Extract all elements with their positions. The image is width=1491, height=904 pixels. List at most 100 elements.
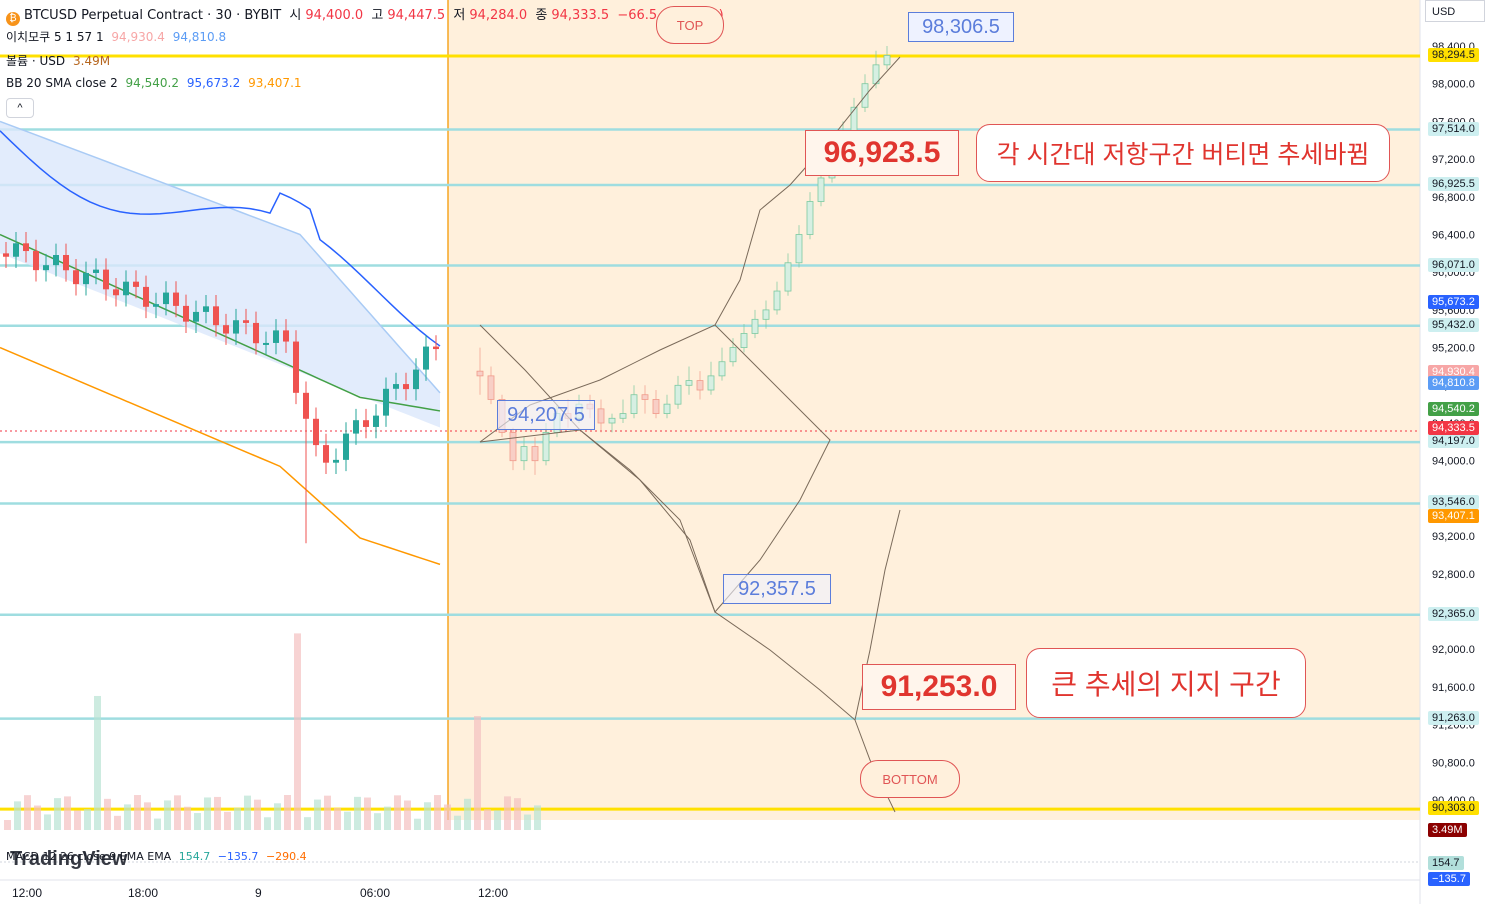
volume-bar xyxy=(174,795,181,830)
top-callout[interactable]: TOP xyxy=(656,6,724,44)
volume-bar xyxy=(104,798,111,830)
price-level-label: 96,925.5 xyxy=(1428,176,1479,191)
history-candle-body xyxy=(333,459,339,463)
bottom-callout[interactable]: BOTTOM xyxy=(860,760,960,798)
volume-bar xyxy=(124,804,131,830)
zone-candle-body xyxy=(619,413,627,419)
history-candle-body xyxy=(113,289,119,296)
zone-candle-body xyxy=(762,309,770,320)
bitcoin-icon: ₿ xyxy=(6,12,20,26)
bb-legend[interactable]: BB 20 SMA close 2 94,540.2 95,673.2 93,4… xyxy=(6,76,306,90)
volume-bar xyxy=(4,820,11,830)
symbol-header: ₿ BTCUSD Perpetual Contract · 30 · BYBIT … xyxy=(6,4,728,26)
history-candle-body xyxy=(163,292,169,305)
history-candle-body xyxy=(23,243,29,252)
volume-tag: 3.49M xyxy=(1428,823,1467,837)
zone-candle-body xyxy=(597,408,605,424)
mid-value-label[interactable]: 94,207.5 xyxy=(497,400,595,430)
x-tick-label: 12:00 xyxy=(478,886,509,900)
zone-candle-body xyxy=(806,201,814,235)
low-value-label[interactable]: 92,357.5 xyxy=(723,574,831,604)
zone-candle-body xyxy=(663,403,671,414)
bb-basis: 94,540.2 xyxy=(125,76,179,90)
history-candle-body xyxy=(203,306,209,312)
price-level-label: 95,432.0 xyxy=(1428,317,1479,332)
history-candle-body xyxy=(173,292,179,306)
history-candle-body xyxy=(133,281,139,287)
high-value-label[interactable]: 98,306.5 xyxy=(908,12,1014,42)
volume-bar xyxy=(524,814,531,830)
history-candle-body xyxy=(153,304,159,307)
zone-candle-body xyxy=(608,417,616,424)
y-tick-label: 96,400.0 xyxy=(1432,230,1475,242)
volume-bar xyxy=(494,810,501,830)
history-candle-body xyxy=(253,322,259,344)
volume-bar xyxy=(154,818,161,830)
collapse-legend-button[interactable]: ^ xyxy=(6,98,34,118)
volume-bar xyxy=(194,813,201,830)
zone-candle-body xyxy=(729,347,737,363)
price-level-label: 97,514.0 xyxy=(1428,121,1479,136)
volume-bar xyxy=(414,818,421,830)
volume-label: 볼륨 · USD xyxy=(6,54,66,68)
support-value-label[interactable]: 91,253.0 xyxy=(862,664,1016,710)
y-tick-label: 92,800.0 xyxy=(1432,569,1475,581)
x-tick-label: 18:00 xyxy=(128,886,159,900)
history-candle-body xyxy=(53,254,59,266)
resistance-value-label[interactable]: 96,923.5 xyxy=(805,130,959,176)
bb-lower-line xyxy=(0,346,441,566)
volume-bar xyxy=(224,811,231,830)
history-candle-body xyxy=(33,251,39,271)
history-candle-body xyxy=(143,286,149,307)
zone-candle-body xyxy=(773,290,781,311)
history-candle-body xyxy=(263,342,269,345)
support-note[interactable]: 큰 추세의 지지 구간 xyxy=(1026,648,1306,718)
volume-bar xyxy=(304,817,311,830)
zone-candle-body xyxy=(696,380,704,391)
volume-bar xyxy=(24,795,31,830)
price-tag: 94,930.4 xyxy=(1428,365,1479,379)
volume-bar xyxy=(294,633,301,830)
volume-bar xyxy=(184,806,191,830)
volume-value: 3.49M xyxy=(73,54,111,68)
volume-bar xyxy=(244,795,251,830)
y-tick-label: 98,000.0 xyxy=(1432,79,1475,91)
currency-selector[interactable]: USD xyxy=(1425,0,1485,22)
zone-candle-body xyxy=(674,384,682,405)
volume-bar xyxy=(434,795,441,830)
ichimoku-label: 이치모쿠 5 1 57 1 xyxy=(6,30,104,44)
zone-candle-body xyxy=(817,177,825,202)
ichimoku-legend[interactable]: 이치모쿠 5 1 57 1 94,930.4 94,810.8 xyxy=(6,28,230,45)
volume-bar xyxy=(114,815,121,830)
volume-legend[interactable]: 볼륨 · USD 3.49M xyxy=(6,52,114,69)
price-level-label: 91,263.0 xyxy=(1428,710,1479,725)
macd-legend[interactable]: MACD 12 26 close 9 EMA EMA 154.7 −135.7 … xyxy=(6,850,311,863)
bb-upper-line xyxy=(0,130,441,347)
history-candle-body xyxy=(63,254,69,271)
history-candle-body xyxy=(193,311,199,322)
volume-bar xyxy=(274,803,281,830)
history-candle-body xyxy=(273,330,279,343)
tradingview-logo: TradingView xyxy=(10,848,128,870)
history-candle-body xyxy=(13,243,19,257)
high-value: 94,447.5 xyxy=(387,8,446,23)
volume-bar xyxy=(74,810,81,830)
history-candle-body xyxy=(383,388,389,416)
zone-candle-body xyxy=(531,446,539,462)
history-candle-body xyxy=(343,433,349,460)
ichimoku-value-1: 94,930.4 xyxy=(111,30,165,44)
low-label: 저 xyxy=(453,8,466,23)
volume-bar xyxy=(264,817,271,830)
close-value: 94,333.5 xyxy=(551,8,610,23)
resistance-note[interactable]: 각 시간대 저항구간 버티면 추세바뀜 xyxy=(976,124,1390,182)
zone-candle-body xyxy=(718,361,726,377)
price-tag: 94,540.2 xyxy=(1428,401,1479,416)
y-tick-label: 90,800.0 xyxy=(1432,757,1475,769)
symbol-title[interactable]: BTCUSD Perpetual Contract · 30 · BYBIT xyxy=(24,8,282,23)
y-tick-label: 94,000.0 xyxy=(1432,456,1475,468)
price-level-label: 90,303.0 xyxy=(1428,801,1479,816)
zone-candle-body xyxy=(685,380,693,386)
volume-bar xyxy=(144,802,151,830)
close-label: 종 xyxy=(535,8,548,23)
ichimoku-cloud xyxy=(0,121,440,428)
